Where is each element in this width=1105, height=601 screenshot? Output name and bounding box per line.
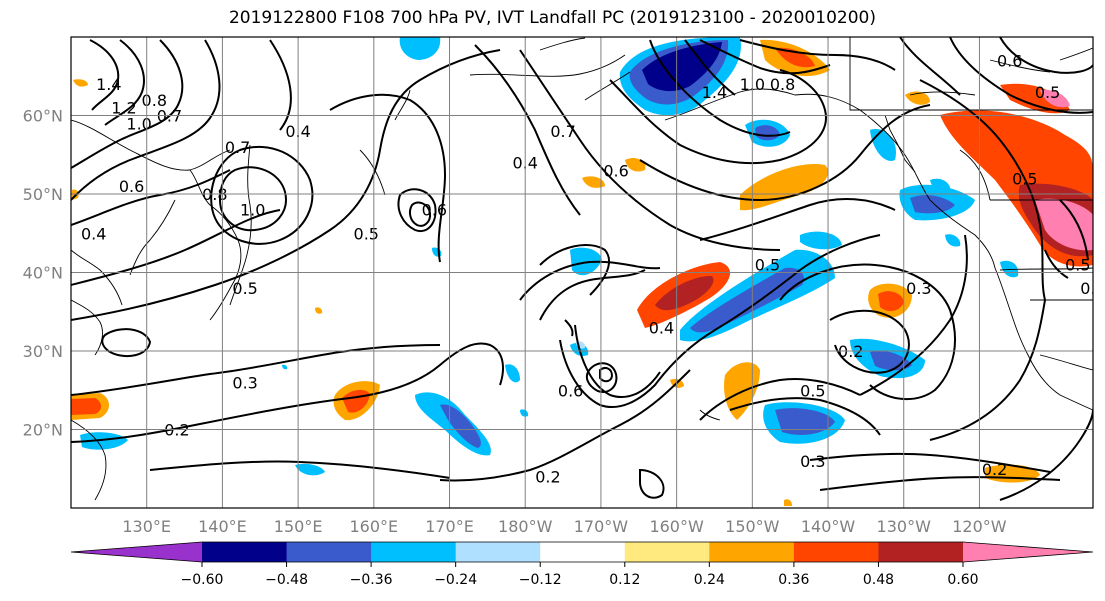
contour-label: 0.5 xyxy=(755,256,780,275)
longitude-label: 140°W xyxy=(801,517,856,536)
latitude-label: 50°N xyxy=(23,185,63,204)
contour-label: 0.2 xyxy=(982,460,1007,479)
contour-label: 0.2 xyxy=(535,468,560,487)
contour-label: 0.8 xyxy=(142,91,167,110)
contour-label: 0.6 xyxy=(558,381,583,400)
longitude-label: 160°W xyxy=(649,517,704,536)
contour-label: 0.4 xyxy=(81,224,106,243)
contour-label: 0.7 xyxy=(550,122,575,141)
map-frame xyxy=(70,36,1094,509)
latitude-labels: 20°N 30°N 40°N 50°N 60°N xyxy=(23,107,63,440)
colorbar-tick-label: −0.12 xyxy=(519,572,562,588)
colorbar-swatch xyxy=(540,542,626,562)
contour-label: 1.4 xyxy=(96,75,121,94)
contour-label: 0.3 xyxy=(800,452,825,471)
contour-label: 0.5 xyxy=(1012,169,1037,188)
colorbar-tick-label: 0.60 xyxy=(947,572,978,588)
graticule xyxy=(71,37,1093,508)
colorbar-swatch xyxy=(878,542,964,562)
contour-label: 0.4 xyxy=(1080,279,1105,298)
contour-label: 0.5 xyxy=(1065,256,1090,275)
contour-label: 1.0 xyxy=(240,201,265,220)
contour-label: 1.2 xyxy=(111,99,136,118)
colorbar-tick-label: 0.24 xyxy=(694,572,725,588)
contour-label: 0.4 xyxy=(649,318,674,337)
contour-label: 0.6 xyxy=(603,161,628,180)
contour-label: 0.5 xyxy=(232,279,257,298)
colorbar-tick-label: −0.48 xyxy=(265,572,308,588)
colorbar-tick-label: −0.60 xyxy=(181,572,224,588)
longitude-label: 150°W xyxy=(725,517,780,536)
colorbar-swatch xyxy=(202,542,288,562)
shading-negative xyxy=(80,37,1019,476)
longitude-label: 130°E xyxy=(122,517,171,536)
colorbar-swatch xyxy=(793,542,879,562)
latitude-label: 20°N xyxy=(23,421,63,440)
colorbar-tick-label: −0.24 xyxy=(434,572,477,588)
shading-layer xyxy=(71,37,1093,506)
pv-contours xyxy=(71,37,1093,501)
longitude-label: 160°E xyxy=(349,517,398,536)
longitude-label: 120°W xyxy=(952,517,1007,536)
colorbar-extend-low xyxy=(71,542,202,562)
longitude-label: 170°W xyxy=(574,517,629,536)
latitude-label: 60°N xyxy=(23,107,63,126)
colorbar-extend-high xyxy=(963,542,1093,562)
colorbar-tick-label: 0.36 xyxy=(778,572,809,588)
contour-label: 0.5 xyxy=(354,224,379,243)
longitude-label: 170°E xyxy=(425,517,474,536)
colorbar-tick-label: −0.36 xyxy=(350,572,393,588)
contour-label: 0.6 xyxy=(997,52,1022,71)
colorbar-swatch xyxy=(286,542,372,562)
contour-label: 1.4 xyxy=(702,83,727,102)
colorbar-tick-label: 0.12 xyxy=(609,572,640,588)
contour-label: 1.0 xyxy=(126,114,151,133)
longitude-label: 130°W xyxy=(877,517,932,536)
contour-label: 0.6 xyxy=(119,177,144,196)
shading-positive xyxy=(71,39,1093,506)
contour-label: 0.5 xyxy=(800,381,825,400)
contour-label: 0.6 xyxy=(422,201,447,220)
longitude-label: 140°E xyxy=(198,517,247,536)
colorbar-tick-label: 0.48 xyxy=(863,572,894,588)
map-title: 2019122800 F108 700 hPa PV, IVT Landfall… xyxy=(228,8,876,28)
longitude-labels: 130°E 140°E 150°E 160°E 170°E 180°W 170°W 160°W… xyxy=(122,517,1006,536)
contour-label: 0.3 xyxy=(906,279,931,298)
colorbar-swatch xyxy=(371,542,457,562)
contour-label: 0.8 xyxy=(770,75,795,94)
contour-label: 0.7 xyxy=(225,138,250,157)
colorbar-swatch xyxy=(455,542,541,562)
colorbar: −0.60 −0.48 −0.36 −0.24 −0.12 0.12 0.24 0.36 0.4… xyxy=(70,541,1094,588)
colorbar-swatch xyxy=(709,542,795,562)
contour-label: 0.5 xyxy=(1035,83,1060,102)
colorbar-swatch xyxy=(624,542,710,562)
longitude-label: 180°W xyxy=(498,517,553,536)
latitude-label: 30°N xyxy=(23,342,63,361)
longitude-label: 150°E xyxy=(274,517,323,536)
latitude-label: 40°N xyxy=(23,264,63,283)
contour-label: 0.3 xyxy=(232,373,257,392)
